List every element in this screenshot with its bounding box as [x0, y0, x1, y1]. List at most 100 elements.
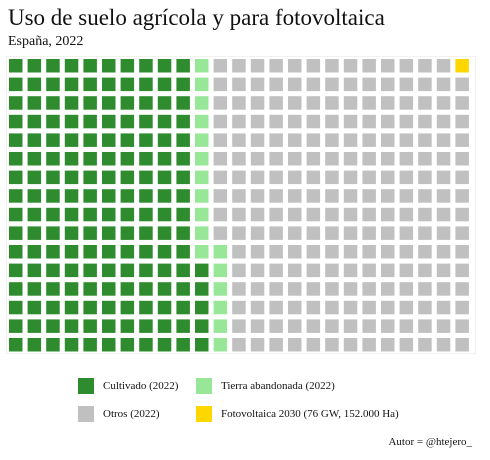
waffle-cell-o	[325, 96, 339, 110]
waffle-cell-c	[120, 282, 135, 296]
waffle-cell-o	[250, 96, 265, 110]
waffle-cell-c	[176, 77, 190, 92]
waffle-cell-o	[325, 319, 339, 333]
waffle-cell-c	[83, 226, 97, 240]
waffle-cell-c	[120, 114, 135, 129]
waffle-cell-c	[120, 133, 135, 147]
waffle-cell-c	[120, 226, 135, 240]
waffle-cell-o	[399, 114, 414, 129]
waffle-cell-o	[399, 319, 414, 333]
waffle-cell-a	[195, 133, 209, 147]
waffle-cell-c	[46, 245, 60, 259]
waffle-cell-c	[9, 282, 23, 296]
waffle-cell-o	[232, 170, 246, 185]
waffle-cell-o	[436, 338, 451, 352]
waffle-cell-c	[83, 170, 97, 185]
chart-title: Uso de suelo agrícola y para fotovoltaic…	[8, 5, 385, 30]
waffle-cell-a	[195, 59, 209, 73]
waffle-cell-c	[139, 133, 153, 147]
waffle-cell-o	[455, 189, 469, 203]
waffle-cell-o	[418, 263, 432, 278]
waffle-cell-o	[306, 300, 321, 315]
waffle-cell-c	[64, 77, 79, 92]
waffle-cell-o	[418, 114, 432, 129]
waffle-cell-o	[455, 263, 469, 278]
waffle-cell-a	[195, 245, 209, 259]
waffle-cell-c	[9, 59, 23, 73]
waffle-cell-o	[213, 170, 228, 185]
waffle-cell-a	[213, 300, 228, 315]
waffle-cell-o	[362, 59, 376, 73]
waffle-cell-c	[176, 170, 190, 185]
waffle-cell-o	[250, 189, 265, 203]
waffle-cell-o	[343, 133, 358, 147]
waffle-cell-o	[232, 133, 246, 147]
waffle-cell-o	[381, 338, 395, 352]
waffle-cell-o	[362, 282, 376, 296]
waffle-cell-c	[176, 282, 190, 296]
waffle-cell-o	[399, 189, 414, 203]
waffle-cell-c	[157, 189, 172, 203]
waffle-cell-c	[139, 189, 153, 203]
waffle-cell-o	[232, 226, 246, 240]
waffle-cell-o	[288, 152, 302, 166]
waffle-cell-o	[325, 59, 339, 73]
waffle-cell-o	[213, 96, 228, 110]
waffle-cell-o	[455, 114, 469, 129]
waffle-cell-o	[381, 96, 395, 110]
waffle-cell-o	[436, 77, 451, 92]
waffle-cell-c	[64, 133, 79, 147]
waffle-cell-c	[64, 245, 79, 259]
waffle-cell-o	[288, 245, 302, 259]
waffle-cell-o	[250, 133, 265, 147]
waffle-cell-c	[102, 226, 116, 240]
waffle-cell-o	[362, 77, 376, 92]
waffle-cell-c	[64, 263, 79, 278]
waffle-cell-c	[46, 282, 60, 296]
legend-item-cultivado: Cultivado (2022)	[78, 378, 178, 394]
waffle-cell-o	[232, 77, 246, 92]
waffle-cell-o	[232, 114, 246, 129]
waffle-cell-o	[232, 207, 246, 222]
waffle-cell-c	[27, 319, 42, 333]
waffle-cell-c	[64, 319, 79, 333]
waffle-cell-o	[362, 319, 376, 333]
waffle-cell-a	[195, 226, 209, 240]
waffle-cell-c	[120, 207, 135, 222]
waffle-cell-c	[27, 77, 42, 92]
waffle-cell-c	[9, 245, 23, 259]
waffle-cell-c	[157, 133, 172, 147]
waffle-cell-c	[157, 152, 172, 166]
waffle-cell-o	[250, 300, 265, 315]
waffle-cell-c	[46, 319, 60, 333]
waffle-cell-c	[139, 207, 153, 222]
waffle-cell-c	[64, 170, 79, 185]
waffle-cell-o	[399, 152, 414, 166]
waffle-cell-c	[176, 207, 190, 222]
waffle-cell-c	[46, 133, 60, 147]
waffle-cell-c	[9, 207, 23, 222]
waffle-cell-o	[381, 152, 395, 166]
waffle-cell-o	[232, 300, 246, 315]
legend-label-abandonada: Tierra abandonada (2022)	[221, 380, 335, 392]
waffle-cell-c	[157, 338, 172, 352]
waffle-cell-o	[362, 152, 376, 166]
waffle-cell-c	[46, 59, 60, 73]
waffle-cell-o	[213, 59, 228, 73]
waffle-cell-o	[455, 338, 469, 352]
waffle-cell-o	[269, 263, 283, 278]
waffle-cell-c	[9, 77, 23, 92]
waffle-cell-c	[27, 300, 42, 315]
waffle-cell-o	[306, 133, 321, 147]
waffle-cell-o	[306, 207, 321, 222]
waffle-cell-c	[9, 263, 23, 278]
waffle-cell-f	[455, 59, 469, 73]
waffle-cell-o	[399, 133, 414, 147]
waffle-cell-c	[83, 207, 97, 222]
waffle-cell-c	[27, 114, 42, 129]
legend-label-otros: Otros (2022)	[103, 408, 160, 420]
waffle-cell-o	[455, 77, 469, 92]
waffle-cell-o	[269, 59, 283, 73]
waffle-cell-o	[343, 226, 358, 240]
waffle-cell-o	[250, 245, 265, 259]
